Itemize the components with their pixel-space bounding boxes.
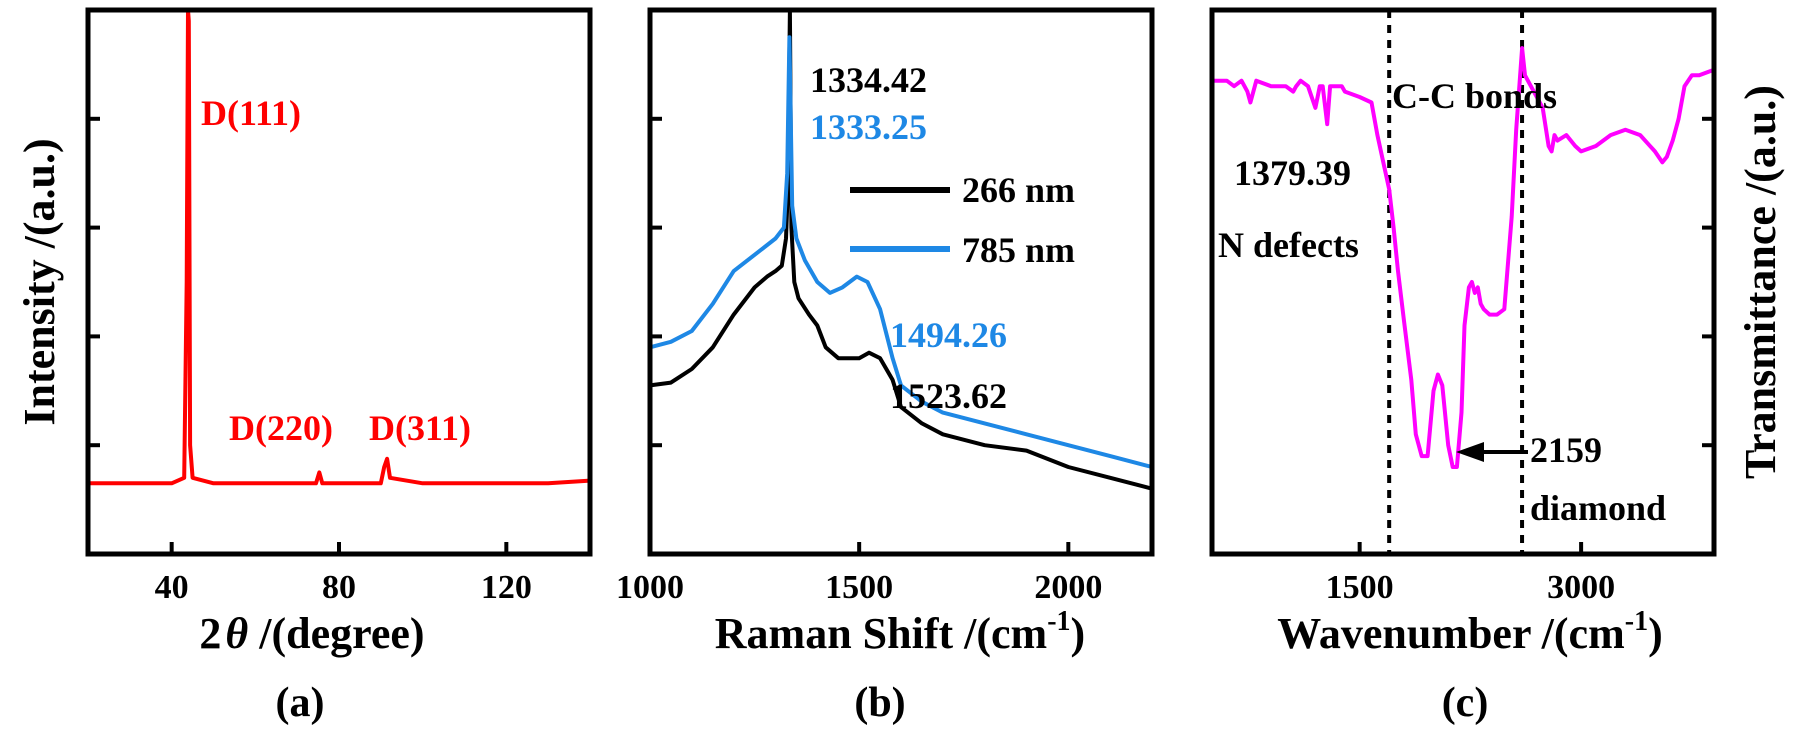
panel-b-anno-1523: 1523.62: [890, 376, 1007, 416]
panel-c-x-axis-close: ): [1648, 609, 1663, 658]
panel-b-anno-1494: 1494.26: [890, 315, 1007, 355]
panel-a-x-axis-prefix: 2: [199, 609, 221, 658]
series-line-266-nm: [649, 8, 1153, 491]
x-tick-label: 1000: [616, 569, 684, 606]
panel-b-x-axis-sup: -1: [1047, 606, 1070, 637]
x-tick-label: 40: [155, 569, 189, 606]
panel-c-x-axis-title: Wavenumber /(cm-1): [1277, 606, 1662, 658]
x-tick-label: 3000: [1547, 569, 1615, 606]
panel-a-anno-d311: D(311): [369, 408, 471, 448]
arrow-head: [1456, 442, 1484, 462]
x-tick-label: 2000: [1034, 569, 1102, 606]
panel-c-anno-n-defects: N defects: [1218, 225, 1359, 265]
panel-c-anno-diamond: diamond: [1530, 488, 1666, 528]
panel-a-x-axis-title: 2θ /(degree): [199, 609, 424, 658]
panel-b-legend: 266 nm 785 nm: [850, 170, 1075, 270]
legend-label-785: 785 nm: [962, 230, 1075, 270]
panel-b-x-axis-main: Raman Shift /(cm: [715, 609, 1047, 658]
series-line-series-0: [1212, 46, 1715, 469]
series-line-series-0: [88, 8, 591, 486]
panel-b-x-axis-title: Raman Shift /(cm-1): [715, 606, 1085, 658]
panel-a-frame: [85, 7, 593, 557]
panel-c-series: [1212, 46, 1715, 469]
legend-label-266: 266 nm: [962, 170, 1075, 210]
panel-a-anno-d111: D(111): [201, 93, 301, 133]
panel-c-frame: [1209, 7, 1717, 557]
x-tick-label: 120: [481, 569, 532, 606]
panel-a-x-axis-suffix: /(degree): [248, 609, 424, 658]
panel-c-x-axis-main: Wavenumber /(cm: [1277, 609, 1625, 658]
x-tick-label: 1500: [1326, 569, 1394, 606]
panel-c-anno-2159: 2159: [1530, 430, 1602, 470]
panel-b-x-axis-close: ): [1071, 609, 1086, 658]
x-tick-label: 80: [322, 569, 356, 606]
panel-c-anno-cc-bonds: C-C bonds: [1392, 76, 1557, 116]
panel-b: 1000 1500 2000 1334.42 1333.25 1494.26 152…: [616, 7, 1155, 726]
series-line-785-nm: [649, 35, 1153, 469]
panel-b-label: (b): [854, 680, 905, 726]
panel-c-y-axis-title: Transmittance /(a.u.): [1736, 85, 1785, 479]
panel-a-ticks: 40 80 120: [88, 116, 532, 606]
panel-b-series: [649, 8, 1153, 491]
panel-b-anno-1334: 1334.42: [810, 60, 927, 100]
x-tick-label: 1500: [825, 569, 893, 606]
panel-a-series: [88, 8, 591, 486]
panel-c-anno-1379: 1379.39: [1234, 153, 1351, 193]
panel-c: 1500 3000 C-C bonds 1379.39 N defects 215…: [1209, 7, 1785, 726]
panel-c-ticks: 1500 3000: [1326, 116, 1714, 606]
panel-a-y-axis-title: Intensity /(a.u.): [15, 138, 64, 425]
panel-c-label: (c): [1442, 680, 1489, 726]
panel-a: 40 80 120 D(111) D(220) D(311) Intensity /…: [15, 7, 593, 726]
panel-b-anno-1333: 1333.25: [810, 107, 927, 147]
panel-b-frame: [647, 7, 1155, 557]
panel-a-label: (a): [276, 680, 325, 726]
panel-b-ticks: 1000 1500 2000: [616, 116, 1102, 606]
panel-c-x-axis-sup: -1: [1625, 606, 1648, 637]
panel-c-dashed-lines: [1387, 10, 1525, 554]
panel-a-anno-d220: D(220): [229, 408, 333, 448]
panel-c-arrow: [1456, 442, 1528, 462]
panel-a-x-axis-symbol: θ: [225, 609, 248, 658]
